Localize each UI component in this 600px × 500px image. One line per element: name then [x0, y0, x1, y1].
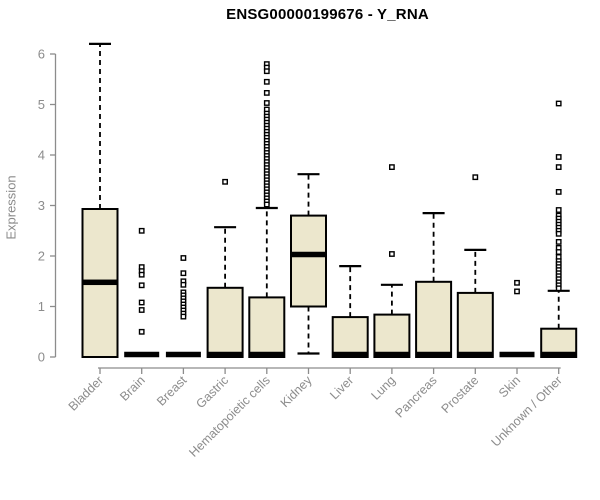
outlier-point-brain [138, 227, 145, 234]
outlier-point-unknown-other [555, 238, 562, 245]
outlier-point-unknown-other [555, 164, 562, 170]
x-tick-label-prostate: Prostate [439, 373, 482, 416]
outlier-point-hematopoietic-cells [263, 201, 270, 208]
outlier-point-breast [180, 313, 187, 320]
box-liver [331, 316, 369, 359]
x-tick-label-lung: Lung [368, 373, 398, 403]
outlier-point-hematopoietic-cells [263, 100, 270, 106]
median-hematopoietic-cells [249, 351, 285, 358]
outlier-point-hematopoietic-cells [263, 89, 270, 96]
outlier-point-hematopoietic-cells [263, 68, 270, 75]
box-prostate [456, 291, 494, 358]
outlier-point-lung [389, 251, 395, 257]
median-kidney [291, 251, 326, 258]
median-unknown-other [541, 351, 577, 358]
outlier-point-unknown-other [555, 285, 562, 292]
outlier-point-brain [138, 307, 145, 313]
outlier-point-breast [180, 281, 187, 288]
outlier-point-breast [180, 255, 187, 261]
outlier-point-unknown-other [555, 207, 562, 213]
box-gastric [206, 286, 244, 358]
x-tick-label-gastric: Gastric [193, 373, 231, 411]
outlier-point-skin [514, 288, 520, 295]
median-liver [332, 351, 368, 358]
box-pancreas [415, 280, 453, 358]
outlier-point-unknown-other [555, 100, 562, 107]
outlier-point-unknown-other [555, 188, 562, 195]
box-hematopoietic-cells [248, 296, 286, 358]
median-pancreas [416, 351, 452, 358]
y-tick-label-6: 6 [38, 47, 45, 62]
outlier-point-prostate [472, 174, 479, 181]
y-tick-label-4: 4 [38, 148, 45, 163]
y-tick-label-5: 5 [38, 97, 45, 112]
y-tick-label-2: 2 [38, 249, 45, 264]
outlier-point-unknown-other [555, 154, 562, 160]
x-tick-label-liver: Liver [327, 373, 356, 402]
x-tick-label-brain: Brain [117, 373, 148, 404]
outlier-point-skin [514, 279, 520, 286]
x-tick-label-breast: Breast [154, 373, 190, 409]
box-kidney [290, 214, 327, 308]
median-gastric [207, 351, 243, 358]
outlier-point-hematopoietic-cells [263, 78, 270, 85]
x-tick-label-hematopoietic-cells: Hematopoietic cells [186, 373, 273, 460]
outlier-point-brain [138, 282, 145, 289]
median-prostate [457, 351, 493, 358]
x-tick-label-bladder: Bladder [66, 373, 106, 413]
outlier-point-brain [138, 328, 145, 335]
y-tick-label-0: 0 [38, 350, 45, 365]
median-skin [499, 351, 535, 358]
x-tick-label-pancreas: Pancreas [392, 373, 439, 420]
chart-title: ENSG00000199676 - Y_RNA [226, 6, 429, 23]
median-bladder [82, 279, 118, 286]
y-tick-label-1: 1 [38, 299, 45, 314]
outlier-point-unknown-other [555, 230, 562, 237]
x-tick-label-kidney: Kidney [278, 373, 315, 410]
x-tick-label-skin: Skin [496, 373, 523, 400]
box-lung [373, 313, 411, 359]
outlier-point-unknown-other [555, 249, 562, 255]
outlier-point-brain [138, 299, 145, 306]
median-lung [374, 351, 410, 358]
y-tick-label-3: 3 [38, 198, 45, 213]
median-brain [124, 351, 160, 358]
outlier-point-breast [180, 270, 187, 277]
outlier-point-gastric [222, 178, 228, 185]
outlier-point-brain [138, 271, 145, 278]
outlier-point-lung [389, 164, 395, 170]
median-breast [165, 351, 201, 358]
x-tick-label-unknown-other: Unknown / Other [489, 373, 565, 449]
